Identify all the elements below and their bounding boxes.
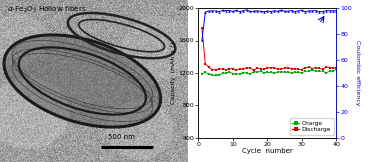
X-axis label: Cycle  number: Cycle number [242,148,293,154]
Charge [217,74,222,76]
Discharge [317,67,321,69]
Discharge [258,68,263,70]
Discharge [251,69,256,71]
Discharge [231,68,235,70]
Charge [269,71,273,73]
Charge [265,71,270,73]
Charge [296,71,301,73]
Charge [245,72,249,74]
Charge [321,70,325,72]
Charge [331,70,335,72]
Discharge [227,68,232,69]
Charge [241,72,246,74]
Discharge [310,68,314,69]
Discharge [203,63,208,65]
Text: 500 nm: 500 nm [108,134,135,140]
Discharge [220,68,225,70]
Discharge [307,66,311,68]
Charge [210,74,215,76]
Charge [286,71,290,73]
Discharge [296,69,301,70]
Discharge [289,68,294,70]
Discharge [237,68,242,70]
Discharge [269,67,273,69]
Charge [279,71,284,73]
Charge [282,71,287,73]
Charge [262,72,266,74]
Charge [303,70,308,72]
Charge [317,70,321,72]
Discharge [321,68,325,70]
Circle shape [122,16,197,81]
Charge [276,71,280,73]
Discharge [324,66,328,68]
Charge [227,71,232,73]
Discharge [200,27,204,29]
Discharge [248,67,253,69]
Discharge [282,67,287,69]
Charge [200,73,204,75]
Charge [289,72,294,74]
Charge [248,73,253,75]
Discharge [265,67,270,69]
Charge [324,72,328,74]
Discharge [234,69,239,71]
Discharge [217,68,222,70]
Charge [237,73,242,75]
Charge [220,73,225,75]
Discharge [245,67,249,69]
Charge [255,71,259,73]
Legend: Charge, Discharge: Charge, Discharge [290,118,333,135]
Discharge [262,68,266,70]
Charge [203,72,208,74]
Discharge [255,67,259,69]
Discharge [327,67,332,69]
Charge [300,72,304,74]
Discharge [214,69,218,71]
Charge [310,69,314,71]
Charge [231,73,235,75]
Text: $\alpha$-Fe$_2$O$_3$ Hollow fibers: $\alpha$-Fe$_2$O$_3$ Hollow fibers [8,4,87,15]
Y-axis label: Coulombic efficiency: Coulombic efficiency [355,40,360,106]
Discharge [286,67,290,69]
Discharge [272,67,277,69]
Circle shape [0,78,69,149]
Ellipse shape [4,35,161,127]
Charge [251,71,256,73]
Charge [293,71,297,73]
Discharge [210,69,215,71]
Charge [334,68,339,70]
Discharge [224,69,228,70]
Charge [313,70,318,72]
Discharge [334,67,339,69]
Discharge [303,67,308,69]
Discharge [241,68,246,70]
Discharge [276,68,280,70]
Charge [206,73,211,75]
Discharge [279,68,284,70]
Charge [327,70,332,72]
Discharge [313,67,318,69]
Line: Charge: Charge [201,68,338,76]
Discharge [293,68,297,70]
Charge [234,73,239,75]
Circle shape [107,100,174,159]
Discharge [331,67,335,69]
Charge [214,74,218,76]
Circle shape [0,15,49,66]
Charge [272,72,277,74]
Charge [307,70,311,72]
Charge [258,70,263,72]
Discharge [206,66,211,68]
Discharge [300,69,304,70]
Charge [224,72,228,74]
Line: Discharge: Discharge [201,27,338,71]
Y-axis label: Capacity  (mAh g⁻¹): Capacity (mAh g⁻¹) [170,42,176,104]
